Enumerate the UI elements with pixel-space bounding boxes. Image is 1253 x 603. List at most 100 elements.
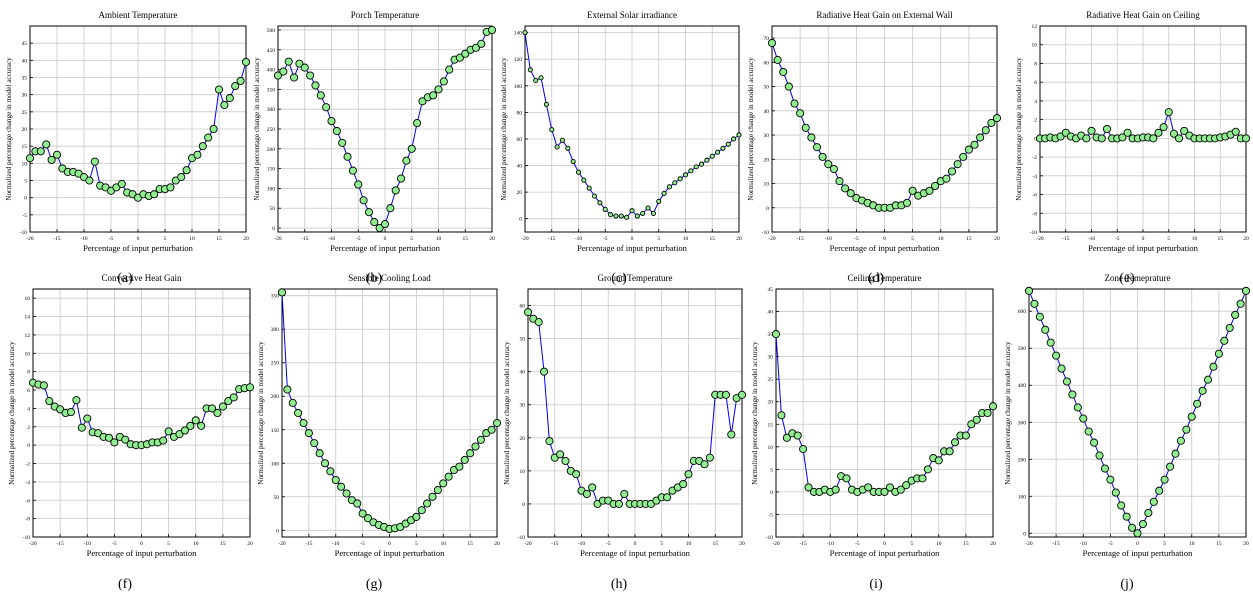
data-point — [1090, 438, 1099, 447]
x-tick-label: -20 — [26, 236, 34, 242]
y-axis-label: Normalized percentage change in model ac… — [500, 57, 508, 201]
data-point — [782, 433, 791, 442]
data-point — [846, 189, 855, 198]
x-tick-label: -10 — [80, 236, 88, 242]
y-tick-label: 120 — [514, 57, 523, 63]
chart-title: External Solar irradiance — [587, 10, 677, 20]
data-point — [682, 172, 689, 178]
x-tick-label: -10 — [84, 541, 92, 547]
x-tick-label: 10 — [436, 236, 442, 242]
data-point — [229, 393, 238, 402]
y-tick-label: 2 — [27, 425, 30, 431]
data-point — [953, 160, 962, 169]
data-point — [1133, 529, 1142, 538]
data-point — [455, 53, 464, 62]
data-point — [902, 481, 911, 490]
x-tick-label: -10 — [332, 541, 340, 547]
data-point — [721, 390, 731, 399]
x-tick-label: -10 — [1080, 541, 1088, 547]
data-point — [1106, 475, 1115, 484]
data-point — [52, 150, 62, 159]
data-point — [348, 166, 357, 175]
data-point — [207, 404, 217, 413]
data-point — [842, 474, 851, 483]
data-point — [241, 58, 251, 67]
chart-title: Porch Temperature — [351, 10, 419, 20]
data-point — [56, 405, 65, 414]
data-point — [25, 154, 35, 163]
data-point — [236, 76, 245, 85]
chart-panel: -20 -15 -10 -5 0 5 10 15 20-10-8-6-4-2024681012R… — [1015, 10, 1251, 286]
data-point — [807, 133, 816, 142]
chart-panel: -20 -15 -10 -5 0 5 10 15 20 -10 0 10 20 30 40 50 60 70 Rad… — [747, 10, 1002, 286]
panel-label: (d) — [868, 271, 885, 286]
data-point — [688, 168, 694, 174]
data-point — [1241, 134, 1251, 143]
data-point — [725, 141, 731, 147]
x-tick-label: 10 — [1192, 236, 1198, 242]
data-point — [1084, 427, 1093, 436]
x-tick-label: 10 — [938, 236, 944, 242]
x-tick-label: 5 — [910, 541, 913, 547]
y-tick-label: 200 — [271, 394, 280, 400]
panel-label: (b) — [366, 271, 383, 286]
data-point — [549, 127, 555, 133]
data-point — [316, 91, 325, 100]
y-tick-label: 10 — [520, 469, 526, 475]
x-tick-label: 5 — [415, 541, 418, 547]
data-point — [300, 63, 309, 72]
y-tick-label: 350 — [267, 87, 276, 93]
x-tick-label: -15 — [796, 236, 804, 242]
data-point — [45, 397, 54, 406]
data-point — [556, 450, 565, 459]
y-tick-label: 40 — [517, 164, 523, 170]
y-tick-label: -4 — [1032, 174, 1037, 180]
data-point — [461, 49, 470, 58]
data-point — [1079, 414, 1088, 423]
data-point — [700, 460, 709, 469]
x-tick-label: -10 — [578, 541, 586, 547]
y-axis-label: Normalized percentage change in model ac… — [751, 341, 759, 485]
data-point — [320, 459, 330, 468]
data-point — [214, 85, 224, 94]
data-point — [455, 462, 464, 471]
data-point — [804, 483, 813, 492]
data-point — [947, 167, 957, 176]
x-tick-label: -5 — [603, 236, 608, 242]
x-tick-label: -15 — [56, 541, 64, 547]
data-point — [705, 453, 714, 462]
chart-title: Ceiling Temperature — [848, 273, 922, 283]
y-tick-label: 8 — [27, 370, 30, 376]
data-point — [679, 480, 688, 489]
y-tick-label: 35 — [22, 76, 28, 82]
y-tick-label: 5 — [24, 179, 27, 185]
data-point — [1176, 436, 1185, 445]
data-point — [353, 499, 362, 508]
data-point — [402, 156, 411, 165]
data-point — [182, 166, 191, 175]
data-point — [543, 101, 549, 107]
data-point — [1144, 508, 1153, 517]
data-point — [570, 159, 576, 165]
x-tick-label: -20 — [521, 236, 529, 242]
data-point — [613, 213, 619, 219]
data-point — [1187, 412, 1196, 421]
data-point — [1149, 134, 1158, 143]
data-point — [1118, 133, 1127, 142]
x-axis-label: Percentage of input perturbation — [1083, 548, 1194, 558]
x-tick-label: 0 — [388, 541, 391, 547]
data-point — [796, 109, 805, 118]
y-tick-label: 10 — [764, 182, 770, 188]
chart-title: Ground Temperature — [598, 273, 673, 283]
data-point — [175, 430, 184, 439]
x-tick-label: -15 — [305, 541, 313, 547]
y-axis-label: Normalized percentage change in model ac… — [1015, 57, 1023, 201]
data-point — [1220, 336, 1229, 345]
x-tick-label: -5 — [109, 236, 114, 242]
y-tick-label: 0 — [27, 443, 30, 449]
data-point — [1035, 312, 1044, 321]
data-point — [1052, 351, 1061, 360]
data-point — [164, 427, 173, 436]
y-tick-label: 10 — [22, 161, 28, 167]
data-point — [338, 138, 347, 147]
